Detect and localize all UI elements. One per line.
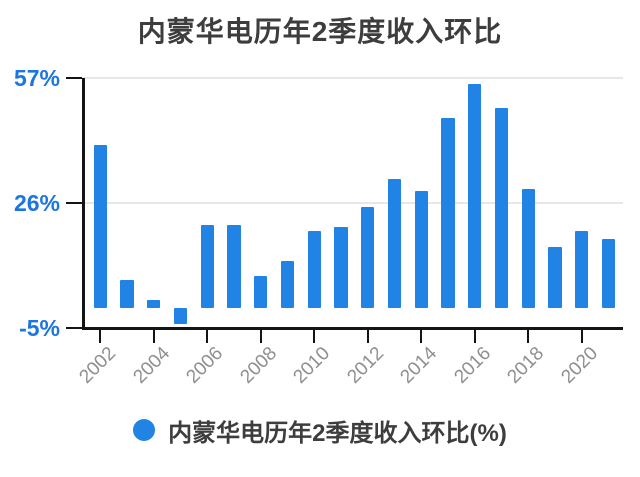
bar-2002[interactable] [93,144,107,308]
plot-area: 57% 26% -5% 2002 2004 2006 2008 2010 2012 2014 20… [13,65,623,388]
x-tick-2018 [527,329,530,343]
legend-item[interactable]: 内蒙华电历年2季度收入环比(%) [0,415,640,447]
y-tick-26 [66,202,82,204]
bar-2020[interactable] [575,231,589,308]
x-axis-label-2002: 2002 [75,343,121,388]
bar-2015[interactable] [441,118,455,308]
bar-2016[interactable] [468,84,482,308]
x-axis-label-2008: 2008 [235,343,281,388]
x-tick-2012 [366,329,369,343]
bar-2008[interactable] [254,275,268,308]
x-axis-label-2020: 2020 [556,343,602,388]
gridline-26 [82,202,623,204]
y-axis-label--5: -5% [19,315,60,341]
x-axis-label-2018: 2018 [503,343,549,388]
gridline-57 [82,77,623,79]
bar-2007[interactable] [227,225,241,308]
bar-2014[interactable] [414,190,428,308]
bar-2004[interactable] [147,299,161,308]
x-axis-label-2006: 2006 [182,343,228,388]
x-tick-2004 [152,329,155,343]
x-tick-2002 [99,329,102,343]
y-axis-label-26: 26% [13,190,60,216]
bar-2005[interactable] [173,307,188,324]
chart-title: 内蒙华电历年2季度收入环比 [137,16,503,47]
y-tick-57 [66,77,82,79]
x-axis-label-2010: 2010 [289,343,335,388]
x-axis-label-2012: 2012 [342,343,388,388]
bar-2017[interactable] [494,108,509,308]
bar-2003[interactable] [120,279,134,308]
legend-circle-marker-icon [133,419,156,441]
bar-2021[interactable] [601,239,616,308]
bar-2006[interactable] [200,225,214,308]
x-tick-2010 [313,329,316,343]
legend-label: 内蒙华电历年2季度收入环比(%) [168,419,507,447]
y-axis-line [82,78,85,330]
y-tick--5 [66,327,82,329]
bar-2011[interactable] [334,227,348,308]
x-tick-2008 [259,329,262,343]
y-axis-label-57: 57% [13,65,60,91]
bar-2018[interactable] [521,188,535,308]
x-tick-2014 [420,329,423,343]
x-axis-label-2004: 2004 [128,343,174,388]
x-tick-2006 [206,329,209,343]
bar-2013[interactable] [387,178,402,308]
x-axis-line [82,327,623,330]
x-tick-2020 [580,329,583,343]
x-tick-2016 [473,329,476,343]
bar-2012[interactable] [361,207,375,308]
bar-2019[interactable] [548,247,562,308]
x-axis-label-2014: 2014 [396,343,442,388]
x-axis-label-2016: 2016 [449,343,495,388]
bar-2010[interactable] [307,231,321,308]
bar-2009[interactable] [280,261,295,308]
